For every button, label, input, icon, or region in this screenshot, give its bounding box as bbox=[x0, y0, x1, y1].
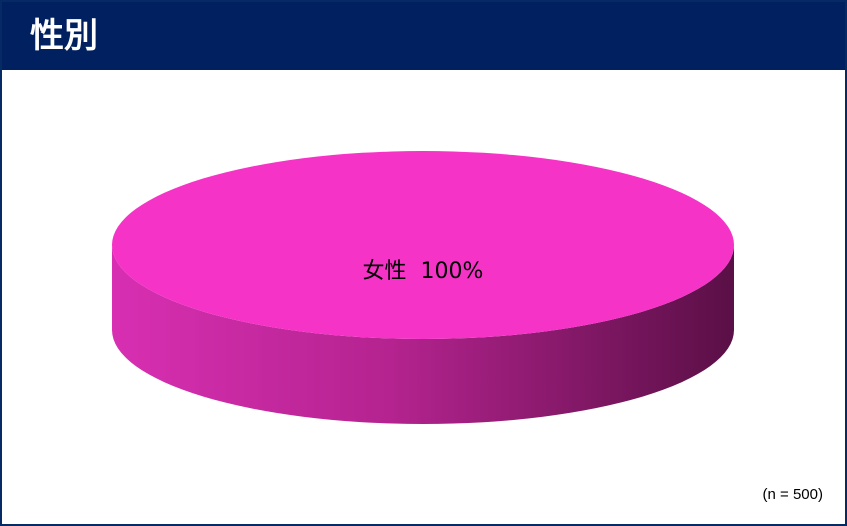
title-bar: 性別 bbox=[2, 2, 845, 70]
sample-size-note: (n = 500) bbox=[762, 486, 823, 503]
pie-slice-side bbox=[112, 245, 734, 424]
pie-slice bbox=[112, 151, 734, 339]
page-title: 性別 bbox=[30, 16, 98, 56]
pie-slice-label: 女性 100% bbox=[363, 259, 484, 284]
